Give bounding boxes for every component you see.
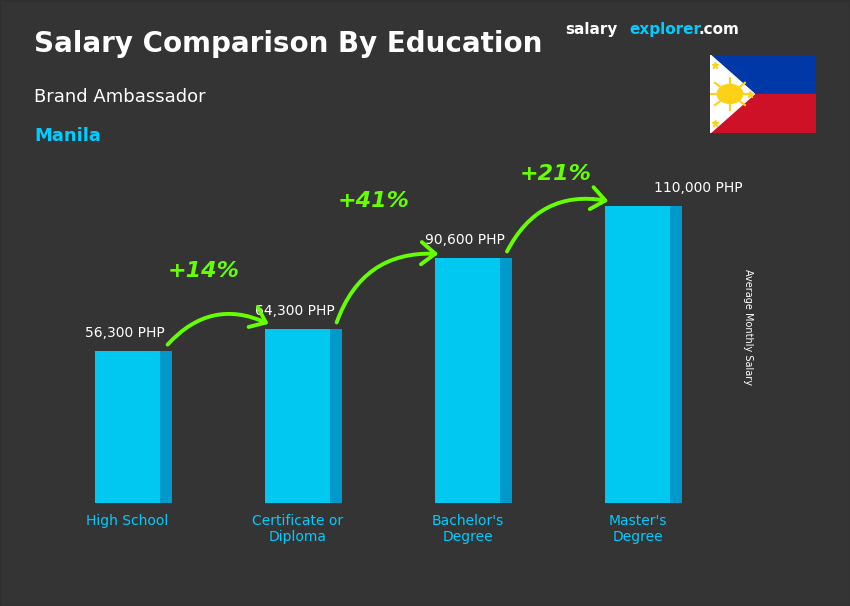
- Bar: [435, 258, 500, 503]
- Polygon shape: [500, 258, 512, 503]
- Text: Brand Ambassador: Brand Ambassador: [34, 88, 206, 106]
- Text: 110,000 PHP: 110,000 PHP: [654, 181, 743, 195]
- Text: 64,300 PHP: 64,300 PHP: [255, 304, 335, 318]
- Polygon shape: [160, 351, 172, 503]
- Bar: [265, 329, 330, 503]
- Polygon shape: [670, 205, 682, 503]
- Polygon shape: [710, 55, 755, 133]
- Text: +41%: +41%: [338, 191, 410, 211]
- Bar: [95, 351, 160, 503]
- Bar: [710, 55, 816, 94]
- Text: Salary Comparison By Education: Salary Comparison By Education: [34, 30, 542, 58]
- Text: salary: salary: [565, 22, 618, 38]
- Text: Manila: Manila: [34, 127, 101, 145]
- Text: Average Monthly Salary: Average Monthly Salary: [743, 269, 753, 385]
- Text: .com: .com: [699, 22, 740, 38]
- Text: 90,600 PHP: 90,600 PHP: [425, 233, 505, 247]
- FancyArrowPatch shape: [337, 242, 435, 322]
- Bar: [605, 205, 670, 503]
- Text: explorer: explorer: [629, 22, 701, 38]
- Circle shape: [717, 84, 743, 104]
- FancyArrowPatch shape: [507, 187, 605, 251]
- FancyArrowPatch shape: [167, 307, 266, 345]
- Bar: [710, 94, 816, 133]
- Text: +21%: +21%: [520, 164, 592, 184]
- Text: +14%: +14%: [168, 261, 240, 281]
- Polygon shape: [330, 329, 342, 503]
- Text: 56,300 PHP: 56,300 PHP: [85, 326, 165, 340]
